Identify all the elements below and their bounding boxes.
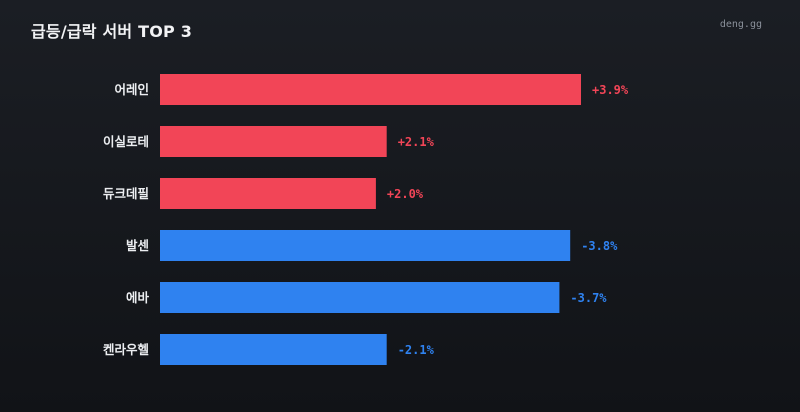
bar-kenrauhel xyxy=(160,334,387,365)
value-label-kenrauhel: -2.1% xyxy=(398,343,435,357)
bar-balsen xyxy=(160,230,571,261)
category-label-balsen: 발센 xyxy=(126,238,149,253)
source-label: deng.gg xyxy=(719,19,762,30)
bar-isilrote xyxy=(160,126,387,157)
bar-dukedefil xyxy=(160,178,376,209)
value-label-isilrote: +2.1% xyxy=(398,135,435,149)
value-label-araine: +3.9% xyxy=(592,83,629,97)
bar-eva xyxy=(160,282,560,313)
value-label-balsen: -3.8% xyxy=(581,239,618,253)
value-label-eva: -3.7% xyxy=(570,291,607,305)
category-label-eva: 에바 xyxy=(126,290,150,305)
value-label-dukedefil: +2.0% xyxy=(387,187,424,201)
category-label-kenrauhel: 켄라우헬 xyxy=(103,342,149,357)
bar-araine xyxy=(160,74,581,105)
category-label-dukedefil: 듀크데필 xyxy=(103,186,149,201)
category-label-isilrote: 이실로테 xyxy=(103,134,149,149)
category-label-araine: 어레인 xyxy=(114,82,149,97)
chart-title: 급등/급락 서버 TOP 3 xyxy=(31,22,193,41)
